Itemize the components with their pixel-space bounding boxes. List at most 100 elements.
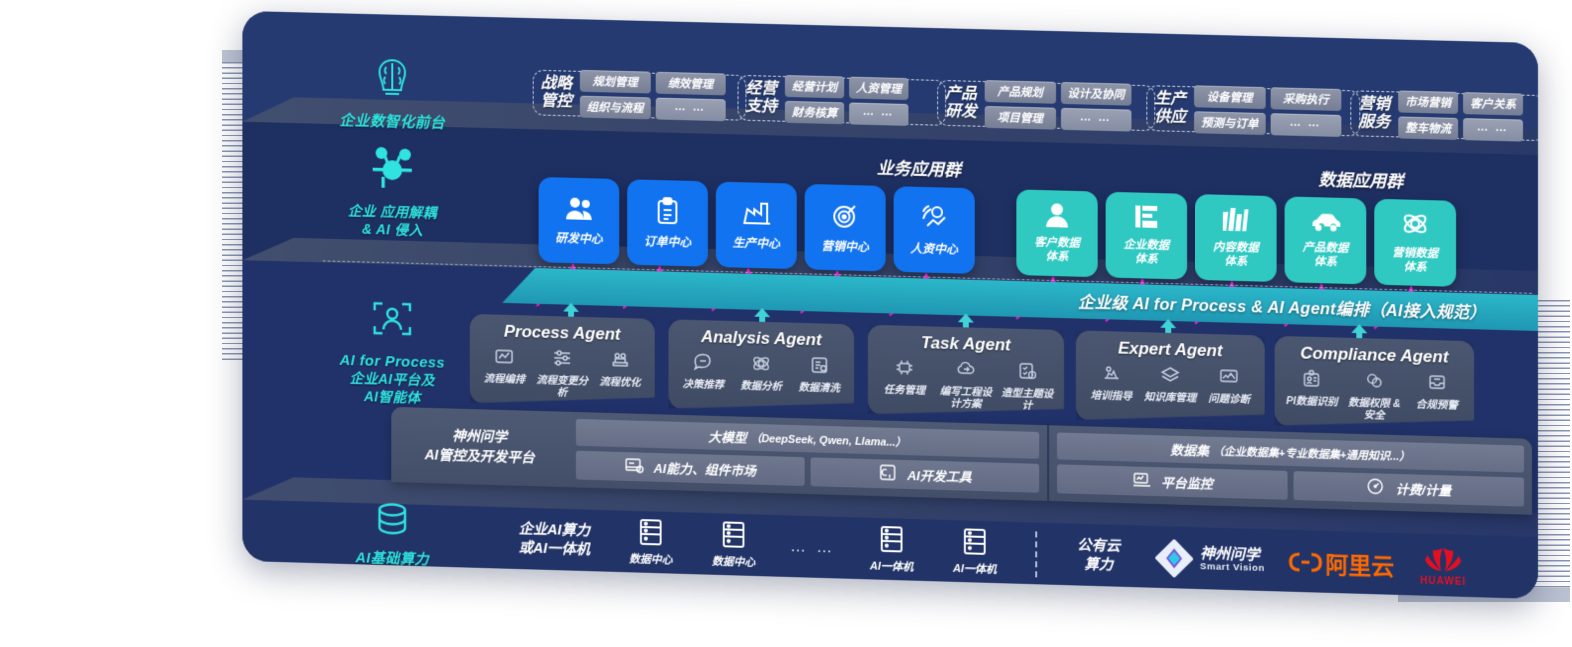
bars-icon [1221, 206, 1249, 238]
domain-name: 营销 服务 [1358, 95, 1391, 132]
domain-chip[interactable]: 项目管理 [984, 105, 1056, 130]
domain-chip[interactable]: 组织与流程 [579, 95, 651, 120]
agent-card-task[interactable]: Task Agent 任务管理 编写工程设计方案 造型主题设计 [868, 325, 1064, 420]
capability-label: 问题诊断 [1208, 392, 1251, 406]
agent-card-analysis[interactable]: Analysis Agent 决策推荐 数据分析 数据清洗 [669, 319, 855, 414]
domain-chip[interactable]: 设备管理 [1194, 85, 1266, 110]
platform-models-section: 大模型 （DeepSeek, Qwen, Llama...） AI能力、组件市场… [568, 412, 1047, 501]
users-icon [564, 195, 594, 227]
ai-dev-tools[interactable]: AI开发工具 [810, 457, 1040, 493]
server-icon [962, 527, 988, 561]
tile-label: 生产中心 [732, 235, 780, 251]
agent-capability[interactable]: 决策推荐 [674, 352, 732, 391]
infra-node-datacenter-2[interactable]: 数据中心 [692, 520, 775, 572]
tile-product-data[interactable]: 产品数据 体系 [1284, 196, 1367, 285]
domain-chip[interactable]: 财务核算 [784, 100, 845, 125]
agent-capability[interactable]: 造型主题设计 [997, 361, 1058, 413]
agent-capability[interactable]: 数据权限 & 安全 [1343, 371, 1405, 423]
tile-order-center[interactable]: 订单中心 [627, 179, 708, 267]
infra-node-ai-appliance-1[interactable]: AI一体机 [850, 524, 933, 576]
tile-hr-center[interactable]: 人资中心 [893, 186, 975, 274]
agent-card-expert[interactable]: Expert Agent 培训指导 知识库管理 问题诊断 [1076, 330, 1265, 425]
domain-chip[interactable]: 人资管理 [849, 76, 909, 101]
agent-capability[interactable]: 问题诊断 [1200, 367, 1259, 407]
aliyun-logo[interactable]: 阿里云 [1289, 545, 1394, 582]
domain-chip[interactable]: 规划管理 [579, 69, 651, 94]
domain-chip[interactable]: 采购执行 [1270, 87, 1342, 112]
domain-group-operations[interactable]: 经营 支持 经营计划 人资管理 财务核算 … … [737, 74, 947, 126]
tile-marketing-center[interactable]: 营销中心 [804, 183, 886, 272]
capability-label: 数据清洗 [798, 381, 840, 395]
tile-customer-data[interactable]: 客户数据 体系 [1016, 189, 1098, 278]
domain-chip[interactable]: 预测与订单 [1194, 111, 1266, 136]
domain-chip-more[interactable]: … … [655, 97, 726, 122]
domain-chip-more[interactable]: … … [1463, 118, 1524, 142]
training-icon [1101, 364, 1121, 387]
domain-group-rnd[interactable]: 产品 研发 产品规划 设计及协同 项目管理 … … [937, 79, 1156, 132]
domain-group-strategy[interactable]: 战略 管控 规划管理 绩效管理 组织与流程 … … [532, 69, 747, 122]
domain-chip[interactable]: 市场营销 [1398, 90, 1459, 114]
domain-chip-more[interactable]: … … [1270, 113, 1342, 137]
domain-group-production[interactable]: 生产 供应 设备管理 采购执行 预测与订单 … … [1146, 85, 1361, 137]
domain-chip[interactable]: 绩效管理 [655, 71, 726, 96]
agent-capability[interactable]: 培训指导 [1082, 363, 1141, 403]
capability-label: 合规预警 [1415, 398, 1458, 412]
agent-capability[interactable]: 流程变更分析 [533, 348, 591, 399]
ai-capability-market[interactable]: AI能力、组件市场 [575, 450, 805, 486]
agent-capability[interactable]: 数据分析 [732, 354, 790, 393]
infra-divider-wrap [1016, 531, 1056, 578]
cell-label: AI能力、组件市场 [653, 460, 757, 479]
enterprise-compute-label: 企业AI算力 或AI一体机 [518, 521, 590, 559]
layers-icon [1160, 366, 1180, 389]
capability-label: 造型主题设计 [1001, 387, 1054, 412]
tile-marketing-data[interactable]: 营销数据 体系 [1374, 198, 1457, 287]
tile-label: 客户数据 体系 [1034, 237, 1080, 264]
huawei-logo[interactable]: HUAWEI [1420, 545, 1466, 588]
id-card-icon [1302, 370, 1322, 394]
domain-chip[interactable]: 产品规划 [984, 80, 1056, 104]
gauge-icon [1366, 477, 1386, 499]
domain-chips: 规划管理 绩效管理 组织与流程 … … [579, 69, 726, 122]
agent-capability[interactable]: PI数据识别 [1281, 369, 1343, 409]
capability-label: 编写工程设计方案 [939, 385, 992, 411]
capability-label: 任务管理 [883, 383, 926, 397]
agent-capability[interactable]: 数据清洗 [790, 355, 848, 394]
billing-metering[interactable]: 计费/计量 [1293, 471, 1525, 507]
rail-label: 企业 应用解耦 & AI 侵入 [347, 202, 437, 239]
domain-group-marketing[interactable]: 营销 服务 市场营销 客户关系 整车物流 … … [1350, 90, 1538, 142]
agent-capability[interactable]: 知识库管理 [1141, 365, 1200, 405]
agent-card-compliance[interactable]: Compliance Agent PI数据识别 数据权限 & 安全 合规预警 [1275, 336, 1474, 431]
dataset-sublabel: （企业数据集+专业数据集+通用知识...） [1212, 445, 1411, 463]
domain-chips: 产品规划 设计及协同 项目管理 … … [984, 80, 1132, 132]
tile-content-data[interactable]: 内容数据 体系 [1195, 194, 1277, 282]
agent-capability[interactable]: 编写工程设计方案 [935, 359, 996, 411]
rail-ai-for-process: AI for Process 企业AI平台及 AI智能体 [299, 295, 485, 409]
infra-node-ai-appliance-2[interactable]: AI一体机 [933, 527, 1016, 579]
shenzhou-wenxue-logo[interactable]: 神州问学 Smart Vision [1155, 538, 1265, 580]
tile-label: 订单中心 [643, 234, 692, 250]
agent-card-process[interactable]: Process Agent 流程编排 流程变更分析 流程优化 [470, 314, 655, 408]
capability-label: PI数据识别 [1285, 395, 1338, 409]
agent-capability[interactable]: 流程编排 [476, 347, 534, 386]
agent-capability[interactable]: 任务管理 [874, 358, 935, 398]
domain-chips: 经营计划 人资管理 财务核算 … … [784, 75, 909, 126]
domain-chip[interactable]: 整车物流 [1398, 116, 1459, 140]
domain-chip[interactable]: 经营计划 [784, 75, 845, 99]
domain-chip[interactable]: 客户关系 [1463, 92, 1524, 116]
tile-production-center[interactable]: 生产中心 [715, 181, 797, 270]
domain-chip-more[interactable]: … … [1060, 107, 1132, 132]
domain-chip[interactable]: 设计及协同 [1060, 81, 1132, 106]
rail-front-office: 企业数智化前台 [299, 54, 485, 134]
domain-chip-more[interactable]: … … [849, 102, 909, 126]
agent-capability[interactable]: 合规预警 [1406, 372, 1469, 412]
tile-rnd-center[interactable]: 研发中心 [538, 176, 620, 265]
business-group-heading: 业务应用群 [876, 158, 961, 180]
infra-node-datacenter-1[interactable]: 数据中心 [609, 517, 692, 569]
capability-label: 流程优化 [599, 375, 641, 390]
logo-subtext: Smart Vision [1200, 561, 1265, 574]
agent-capability[interactable]: 流程优化 [591, 350, 649, 389]
speech-bubble-icon [693, 353, 713, 376]
tile-enterprise-data[interactable]: 企业数据 体系 [1105, 191, 1188, 280]
platform-monitoring[interactable]: 平台监控 [1057, 464, 1288, 500]
domain-name: 产品 研发 [945, 84, 977, 121]
